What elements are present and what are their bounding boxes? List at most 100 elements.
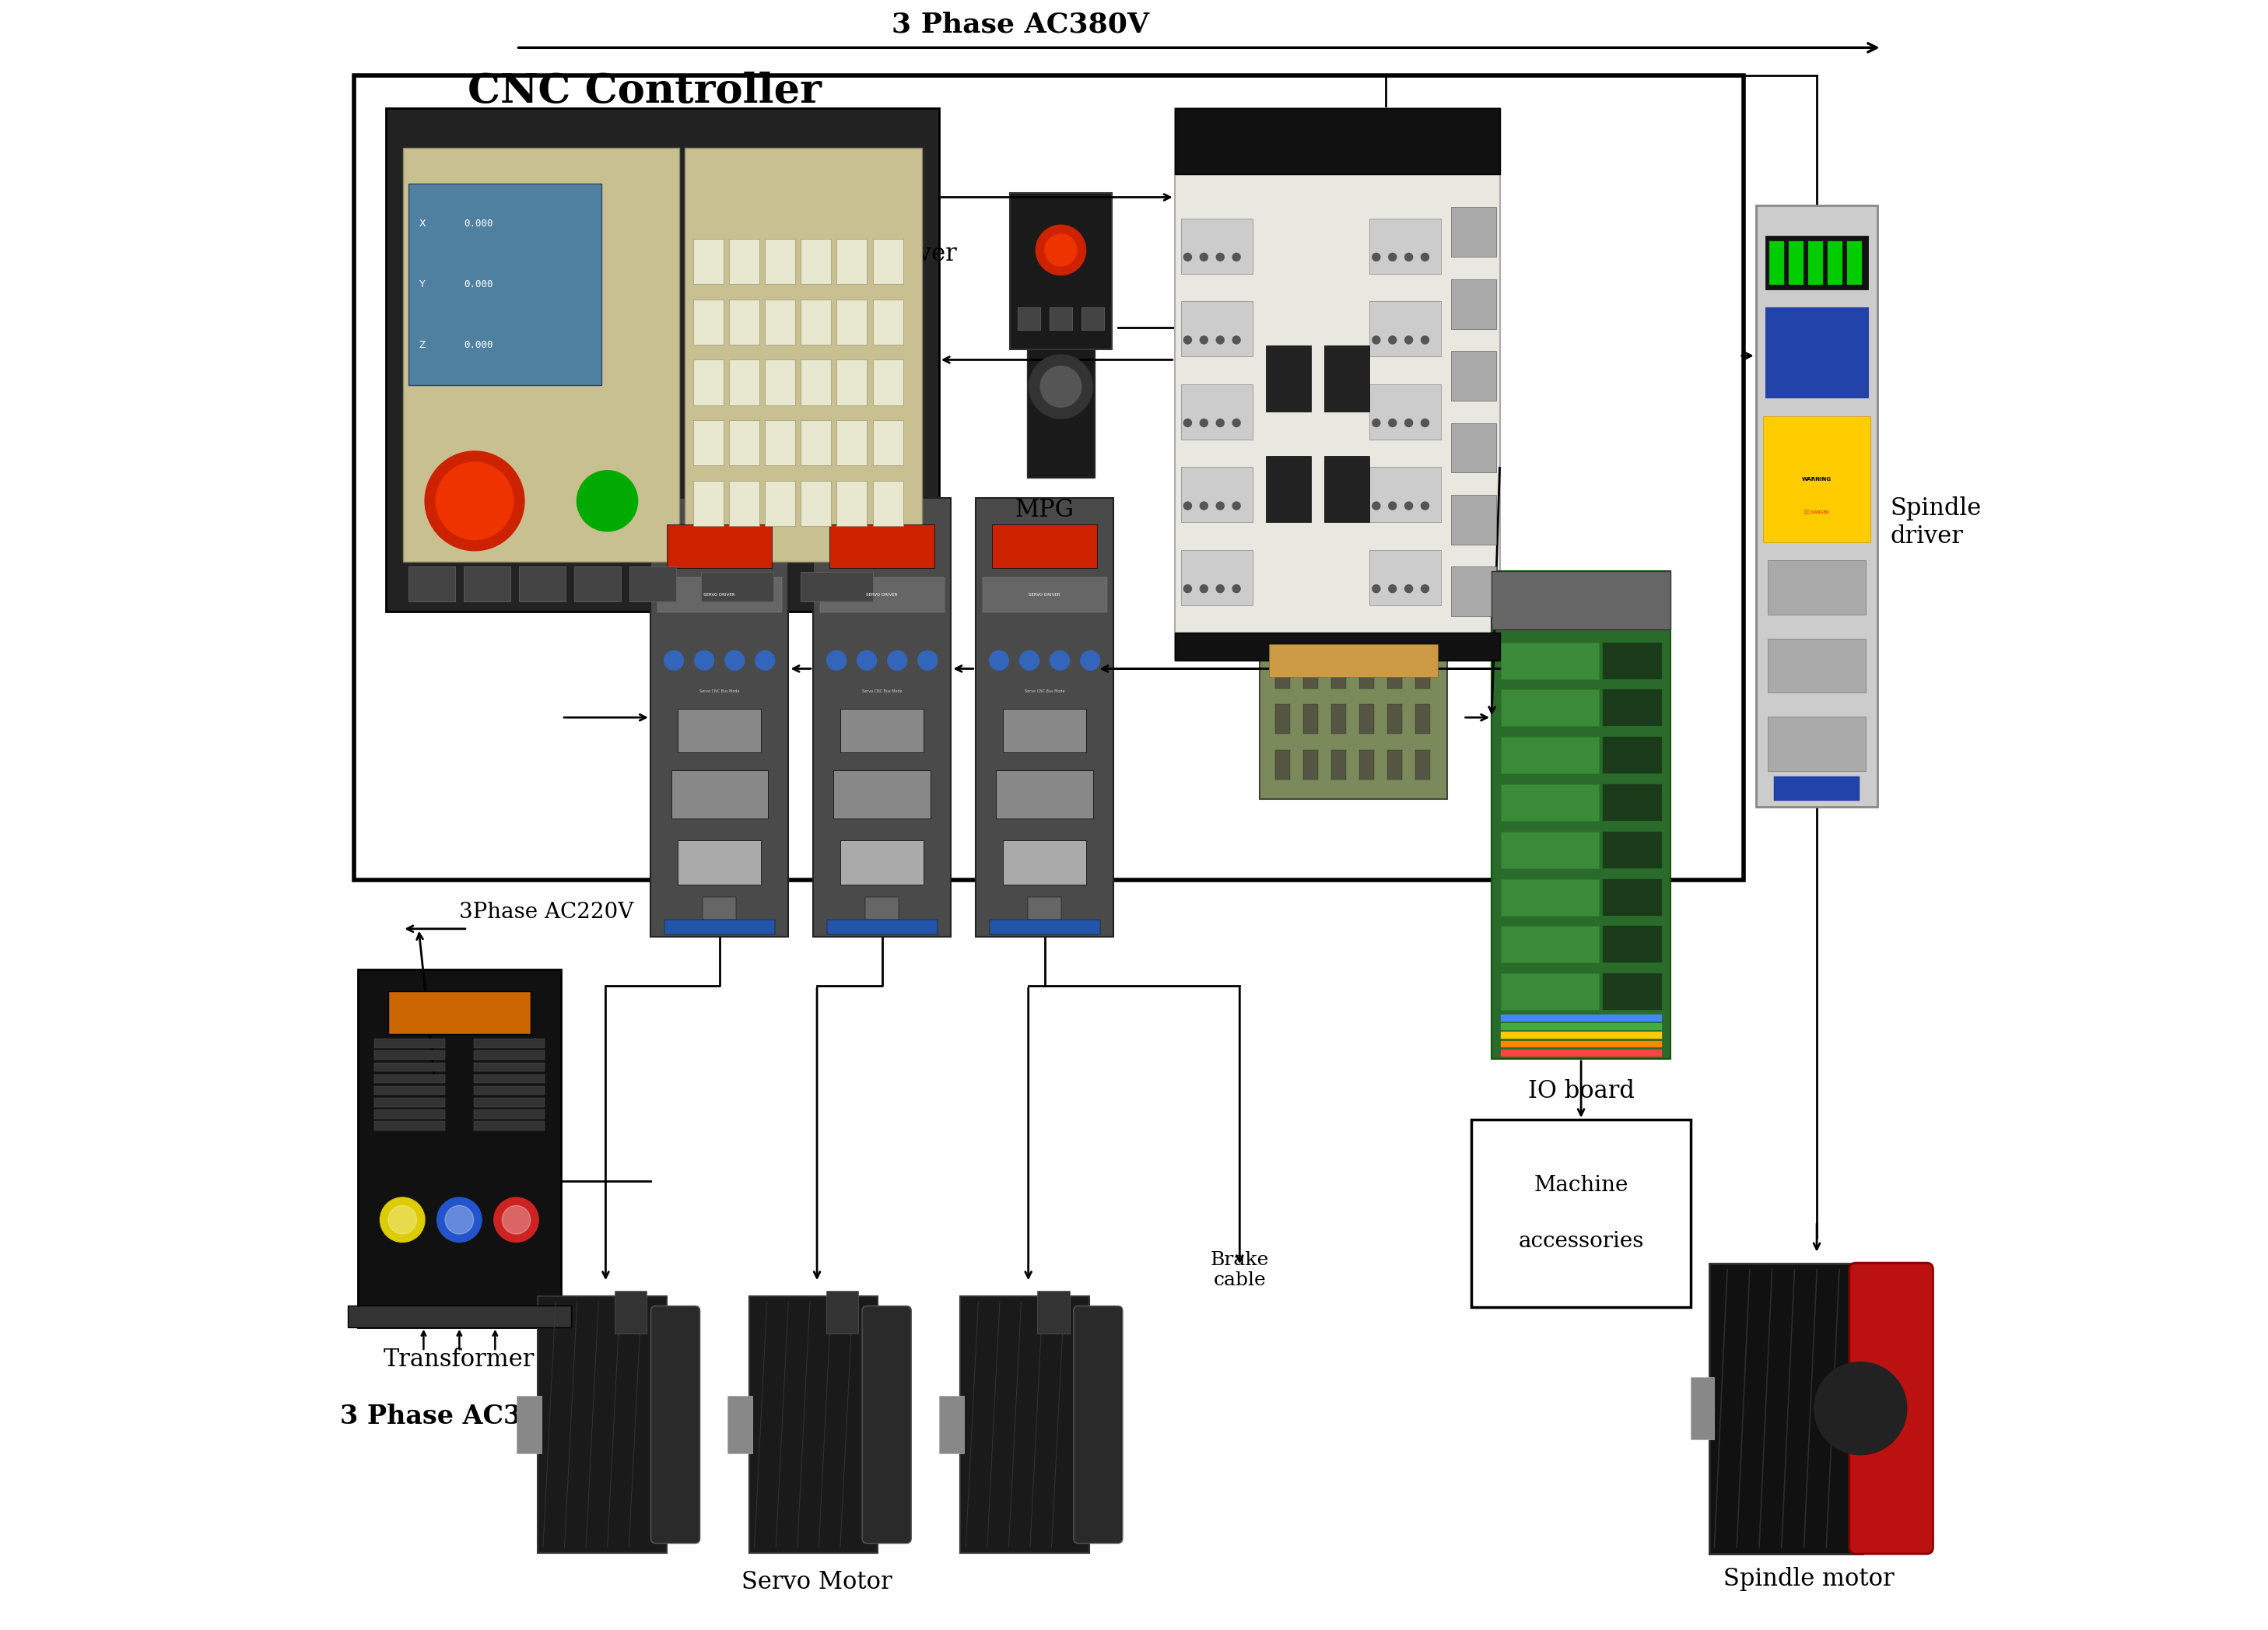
FancyBboxPatch shape	[1492, 570, 1672, 1060]
FancyBboxPatch shape	[835, 769, 930, 818]
FancyBboxPatch shape	[1331, 750, 1345, 779]
Text: Transformer: Transformer	[383, 1348, 535, 1372]
FancyBboxPatch shape	[837, 421, 866, 466]
FancyBboxPatch shape	[474, 1038, 544, 1048]
Text: SERVO DRIVER: SERVO DRIVER	[703, 593, 735, 597]
FancyBboxPatch shape	[1027, 898, 1061, 919]
FancyBboxPatch shape	[694, 360, 723, 406]
FancyBboxPatch shape	[1452, 279, 1497, 329]
Text: Servo Motor: Servo Motor	[742, 1570, 891, 1594]
FancyBboxPatch shape	[474, 1121, 544, 1130]
FancyBboxPatch shape	[651, 499, 789, 937]
FancyBboxPatch shape	[1846, 241, 1862, 285]
FancyBboxPatch shape	[1603, 831, 1662, 869]
FancyBboxPatch shape	[694, 240, 723, 284]
FancyBboxPatch shape	[764, 360, 796, 406]
Text: 3Phase AC220V: 3Phase AC220V	[460, 901, 635, 923]
FancyBboxPatch shape	[374, 1099, 445, 1107]
Text: SERVO DRIVER: SERVO DRIVER	[866, 593, 898, 597]
FancyBboxPatch shape	[474, 1099, 544, 1107]
FancyBboxPatch shape	[678, 709, 760, 753]
Circle shape	[1184, 419, 1191, 427]
FancyBboxPatch shape	[1452, 350, 1497, 401]
FancyBboxPatch shape	[658, 577, 782, 613]
FancyBboxPatch shape	[1501, 1042, 1662, 1048]
FancyBboxPatch shape	[374, 1086, 445, 1095]
Circle shape	[1184, 253, 1191, 261]
FancyBboxPatch shape	[1182, 385, 1252, 440]
FancyBboxPatch shape	[1769, 639, 1867, 693]
FancyBboxPatch shape	[354, 75, 1744, 880]
FancyBboxPatch shape	[1692, 1377, 1715, 1439]
Circle shape	[1422, 253, 1429, 261]
FancyBboxPatch shape	[667, 525, 771, 569]
Circle shape	[1046, 235, 1077, 266]
Circle shape	[1404, 585, 1413, 593]
FancyBboxPatch shape	[671, 769, 769, 818]
Circle shape	[857, 650, 875, 670]
Circle shape	[1200, 585, 1209, 593]
FancyBboxPatch shape	[812, 499, 950, 937]
Text: Spindle
driver: Spindle driver	[1889, 497, 1982, 548]
FancyBboxPatch shape	[701, 572, 773, 601]
Circle shape	[1200, 502, 1209, 510]
FancyBboxPatch shape	[1266, 346, 1311, 412]
FancyBboxPatch shape	[1769, 717, 1867, 771]
FancyBboxPatch shape	[764, 240, 796, 284]
FancyBboxPatch shape	[1073, 1306, 1123, 1544]
Circle shape	[694, 650, 714, 670]
Text: 0.000: 0.000	[463, 218, 492, 228]
FancyBboxPatch shape	[1182, 302, 1252, 357]
FancyBboxPatch shape	[519, 567, 565, 601]
FancyBboxPatch shape	[474, 1110, 544, 1118]
FancyBboxPatch shape	[1359, 750, 1374, 779]
Circle shape	[1184, 502, 1191, 510]
FancyBboxPatch shape	[873, 360, 903, 406]
Circle shape	[1422, 502, 1429, 510]
FancyBboxPatch shape	[1331, 704, 1345, 734]
Circle shape	[1404, 502, 1413, 510]
FancyBboxPatch shape	[1304, 704, 1318, 734]
FancyBboxPatch shape	[873, 481, 903, 526]
FancyBboxPatch shape	[1027, 321, 1095, 478]
Text: 3 Phase AC380V: 3 Phase AC380V	[891, 11, 1150, 37]
Circle shape	[1372, 585, 1381, 593]
Circle shape	[1372, 419, 1381, 427]
FancyBboxPatch shape	[991, 525, 1098, 569]
Text: 危险 DANGER: 危险 DANGER	[1805, 510, 1828, 515]
FancyBboxPatch shape	[989, 919, 1100, 934]
Circle shape	[755, 650, 776, 670]
Circle shape	[1232, 419, 1241, 427]
Text: Servo CNC Bus Mode: Servo CNC Bus Mode	[1025, 689, 1064, 693]
FancyBboxPatch shape	[1082, 306, 1105, 329]
FancyBboxPatch shape	[1388, 659, 1402, 688]
FancyBboxPatch shape	[474, 1074, 544, 1084]
FancyBboxPatch shape	[678, 841, 760, 883]
FancyBboxPatch shape	[1036, 1291, 1070, 1333]
FancyBboxPatch shape	[1492, 570, 1672, 629]
Circle shape	[665, 650, 683, 670]
FancyBboxPatch shape	[841, 841, 923, 883]
FancyBboxPatch shape	[694, 481, 723, 526]
FancyBboxPatch shape	[1762, 416, 1871, 543]
FancyBboxPatch shape	[1415, 659, 1431, 688]
FancyBboxPatch shape	[764, 300, 796, 344]
Circle shape	[1372, 502, 1381, 510]
FancyBboxPatch shape	[404, 148, 678, 561]
FancyBboxPatch shape	[1266, 456, 1311, 522]
FancyBboxPatch shape	[982, 577, 1107, 613]
FancyBboxPatch shape	[837, 240, 866, 284]
FancyBboxPatch shape	[1370, 549, 1440, 605]
FancyBboxPatch shape	[538, 1296, 667, 1553]
FancyBboxPatch shape	[1270, 644, 1438, 676]
Circle shape	[1404, 253, 1413, 261]
FancyBboxPatch shape	[801, 240, 830, 284]
FancyBboxPatch shape	[1501, 1050, 1662, 1056]
FancyBboxPatch shape	[862, 1306, 912, 1544]
FancyBboxPatch shape	[1325, 346, 1370, 412]
FancyBboxPatch shape	[1388, 704, 1402, 734]
FancyBboxPatch shape	[866, 898, 898, 919]
Text: SERVO DRIVER: SERVO DRIVER	[1030, 593, 1061, 597]
Text: 0.000: 0.000	[463, 339, 492, 350]
FancyBboxPatch shape	[374, 1074, 445, 1084]
